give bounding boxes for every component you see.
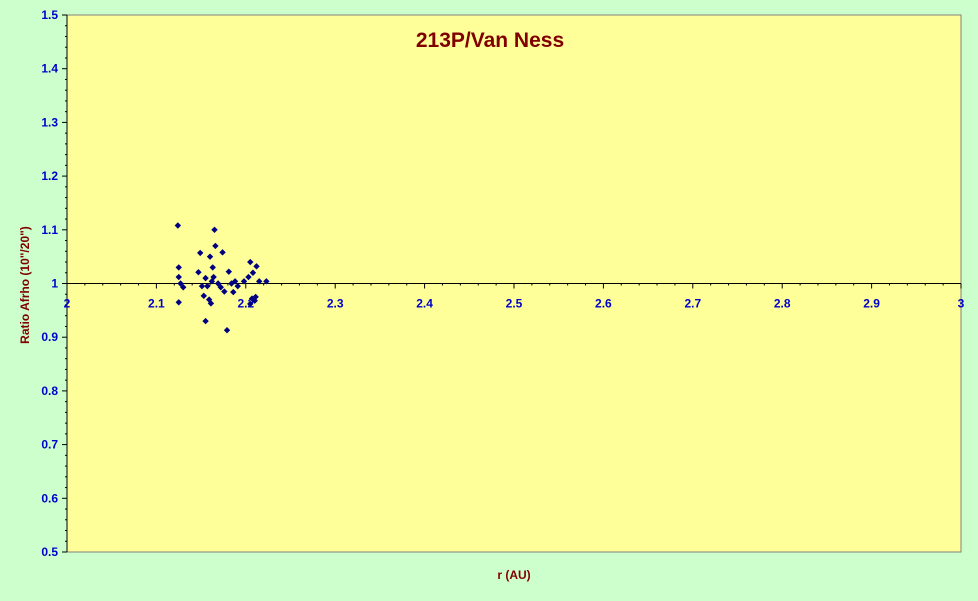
y-tick-label: 1.1: [41, 223, 58, 237]
data-point: [245, 273, 252, 281]
y-tick-label: 0.6: [41, 491, 58, 505]
data-point: [175, 264, 182, 271]
y-tick-label: 1.5: [41, 8, 58, 22]
x-tick-label: 2.6: [595, 297, 612, 311]
data-point: [247, 300, 254, 308]
data-point: [175, 299, 182, 306]
x-axis-ticks: 2 2.1 2.2 2.3 2.4 2.5 2.6 2.7 2.8 2.9 3: [64, 283, 965, 311]
y-tick-label: 1.2: [41, 169, 58, 183]
x-axis-title: r (AU): [497, 568, 530, 582]
data-point: [225, 268, 233, 275]
data-point: [209, 264, 216, 271]
data-point: [204, 282, 211, 290]
data-point: [177, 280, 184, 287]
data-point: [249, 269, 257, 276]
data-point: [240, 278, 248, 285]
data-point: [195, 269, 202, 276]
data-point: [202, 274, 209, 282]
y-tick-label: 0.7: [41, 438, 58, 452]
data-point: [253, 263, 260, 270]
y-axis-ticks: 0.5 0.6 0.7 0.8 0.9 1 1.1 1.2 1.3 1.4 1.5: [41, 8, 68, 559]
y-tick-label: 1.3: [41, 115, 58, 129]
data-point: [197, 249, 204, 257]
x-tick-label: 3: [958, 297, 965, 311]
data-point: [256, 278, 263, 285]
x-tick-label: 2.3: [327, 297, 344, 311]
data-point: [252, 293, 259, 301]
data-point: [221, 288, 228, 295]
data-point: [207, 300, 215, 307]
x-tick-label: 2.5: [506, 297, 523, 311]
data-point: [174, 222, 182, 229]
data-point: [198, 282, 206, 290]
x-tick-label: 2.4: [416, 297, 433, 311]
data-point: [223, 327, 231, 334]
data-point: [214, 280, 222, 287]
data-point: [210, 273, 217, 281]
data-point: [211, 226, 218, 233]
y-tick-label: 1.4: [41, 62, 58, 76]
data-point: [228, 280, 235, 287]
data-point: [247, 258, 254, 266]
data-point: [219, 249, 226, 256]
chart-title: 213P/Van Ness: [416, 29, 564, 52]
data-points: [174, 222, 270, 334]
y-tick-label: 0.9: [41, 330, 58, 344]
x-tick-label: 2.7: [684, 297, 701, 311]
y-tick-label: 0.8: [41, 384, 58, 398]
data-point: [230, 288, 237, 296]
x-tick-label: 2.9: [863, 297, 880, 311]
x-tick-label: 2: [64, 297, 71, 311]
data-point: [234, 282, 241, 290]
data-point: [205, 296, 213, 303]
data-point: [200, 292, 207, 300]
data-point: [217, 284, 224, 291]
y-tick-label: 1: [51, 277, 58, 291]
x-tick-label: 2.8: [774, 297, 791, 311]
x-tick-label: 2.1: [148, 297, 165, 311]
data-point: [175, 273, 182, 281]
data-point: [231, 278, 239, 285]
data-point: [263, 278, 270, 285]
data-point: [202, 317, 209, 325]
data-point: [212, 242, 219, 250]
y-tick-label: 0.5: [41, 545, 58, 559]
data-point: [206, 253, 214, 260]
y-axis-title: Ratio Afrho (10"/20"): [18, 226, 32, 344]
data-point: [180, 284, 187, 291]
